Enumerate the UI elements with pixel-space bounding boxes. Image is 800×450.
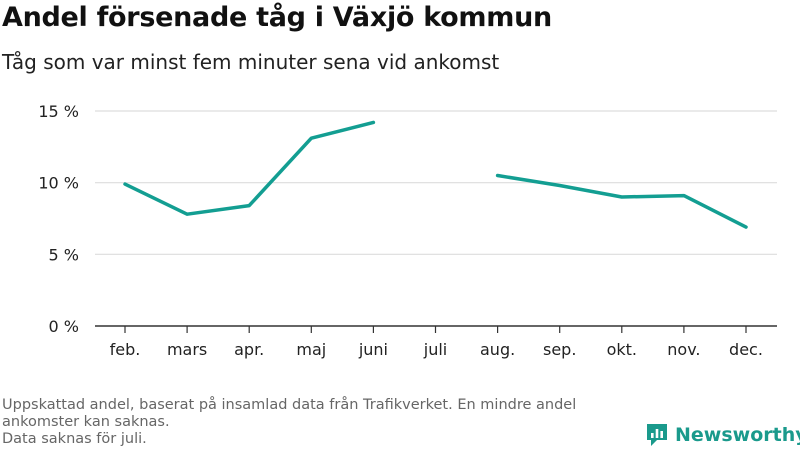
x-tick-label: maj (296, 340, 326, 359)
series-line-segment (123, 120, 376, 216)
x-tick-label: apr. (234, 340, 264, 359)
x-tick-label: aug. (480, 340, 515, 359)
gridlines (95, 110, 777, 255)
newsworthy-logo-icon (647, 424, 667, 446)
x-tick-label: juni (358, 340, 388, 359)
series-lines (123, 120, 748, 229)
x-tick-label: nov. (667, 340, 700, 359)
x-tick-label: feb. (110, 340, 141, 359)
x-tick-label: okt. (607, 340, 637, 359)
y-axis-ticks: 0 % 5 % 10 % 15 % (38, 102, 79, 336)
x-tick-label: dec. (729, 340, 763, 359)
y-tick-label: 15 % (38, 102, 79, 121)
y-tick-label: 0 % (49, 317, 79, 336)
y-tick-label: 5 % (49, 245, 79, 264)
y-tick-label: 10 % (38, 174, 79, 193)
footnote-line-1: Uppskattad andel, baserat på insamlad da… (2, 397, 577, 430)
brand-logo: Newsworthy (645, 420, 800, 450)
x-tick-label: sep. (543, 340, 576, 359)
footnote: Uppskattad andel, baserat på insamlad da… (2, 397, 642, 448)
footnote-line-2: Data saknas för juli. (2, 431, 147, 447)
chart-subtitle: Tåg som var minst fem minuter sena vid a… (2, 50, 500, 74)
x-tick-label: mars (167, 340, 207, 359)
brand-name: Newsworthy (675, 424, 800, 446)
x-axis: feb. mars apr. maj juni juli aug. sep. okt. nov. d… (95, 325, 777, 359)
series-line-segment (495, 173, 748, 229)
chart-title: Andel försenade tåg i Växjö kommun (2, 2, 552, 33)
x-tick-label: juli (423, 340, 447, 359)
